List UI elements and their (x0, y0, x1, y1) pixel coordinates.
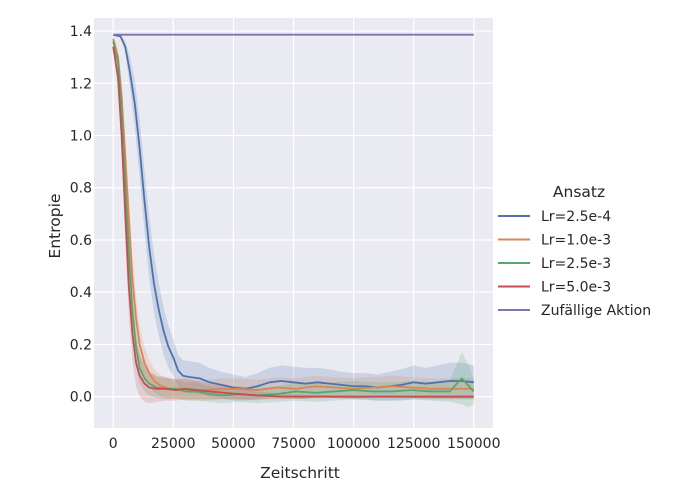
legend-label: Lr=5.0e-3 (541, 280, 611, 296)
x-tick-labels: 0 25000 50000 75000 100000 125000 150000 (109, 436, 501, 452)
y-tick-label: 1.0 (70, 129, 92, 145)
y-tick-label: 1.2 (70, 76, 92, 92)
series-band-1 (113, 36, 474, 401)
legend: Ansatz Lr=2.5e-4 Lr=1.0e-3 Lr=2.5e-3 Lr=5.0… (498, 183, 651, 319)
legend-items: Lr=2.5e-4 Lr=1.0e-3 Lr=2.5e-3 Lr=5.0e-3 Zufä… (498, 209, 651, 319)
x-tick-label: 150000 (447, 436, 500, 452)
series-lines (112, 33, 475, 398)
y-tick-labels: 0.0 0.2 0.4 0.6 0.8 1.0 1.2 1.4 (70, 24, 92, 406)
x-tick-label: 50000 (211, 436, 256, 452)
confidence-bands (113, 34, 474, 408)
y-tick-label: 0.0 (70, 390, 92, 406)
grid-lines (94, 18, 493, 428)
legend-label: Lr=2.5e-4 (541, 209, 611, 225)
series-line-3 (112, 46, 474, 398)
y-axis-label: Entropie (46, 194, 64, 259)
legend-label: Zufällige Aktion (541, 303, 651, 319)
series-line-2 (112, 41, 475, 397)
x-tick-label: 25000 (151, 436, 196, 452)
y-tick-label: 0.8 (70, 181, 92, 197)
x-axis-label: Zeitschritt (260, 464, 340, 482)
x-tick-label: 0 (109, 436, 118, 452)
x-tick-label: 100000 (327, 436, 380, 452)
x-tick-label: 125000 (387, 436, 440, 452)
legend-label: Lr=2.5e-3 (541, 256, 611, 272)
y-tick-label: 0.6 (70, 233, 92, 249)
x-tick-label: 75000 (271, 436, 316, 452)
legend-title: Ansatz (553, 183, 605, 201)
legend-label: Lr=1.0e-3 (541, 233, 611, 249)
y-tick-label: 1.4 (70, 24, 92, 40)
y-tick-label: 0.4 (70, 285, 92, 301)
y-tick-label: 0.2 (70, 337, 92, 353)
